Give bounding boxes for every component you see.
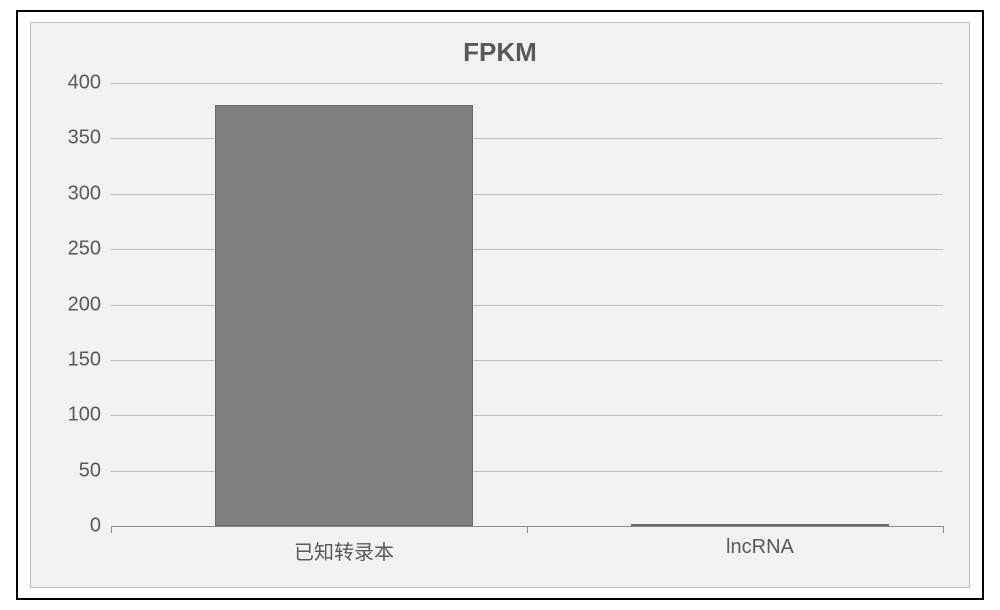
y-tick-label: 300 (68, 182, 111, 205)
bar (215, 105, 473, 526)
y-tick-label: 0 (90, 515, 111, 538)
y-tick-label: 50 (79, 459, 111, 482)
chart-frame: FPKM 050100150200250300350400已知转录本lncRNA (30, 22, 970, 588)
x-tick-mark (943, 526, 944, 533)
x-tick-mark (111, 526, 112, 533)
outer-frame: FPKM 050100150200250300350400已知转录本lncRNA (16, 10, 984, 600)
x-tick-label: 已知转录本 (294, 526, 394, 565)
y-tick-label: 250 (68, 238, 111, 261)
grid-line (111, 83, 943, 84)
chart-title: FPKM (31, 37, 969, 68)
y-tick-label: 200 (68, 293, 111, 316)
x-tick-mark (527, 526, 528, 533)
y-tick-label: 400 (68, 72, 111, 95)
y-tick-label: 100 (68, 404, 111, 427)
plot-area: 050100150200250300350400已知转录本lncRNA (111, 83, 943, 527)
y-tick-label: 350 (68, 127, 111, 150)
x-tick-label: lncRNA (726, 526, 794, 559)
y-tick-label: 150 (68, 348, 111, 371)
